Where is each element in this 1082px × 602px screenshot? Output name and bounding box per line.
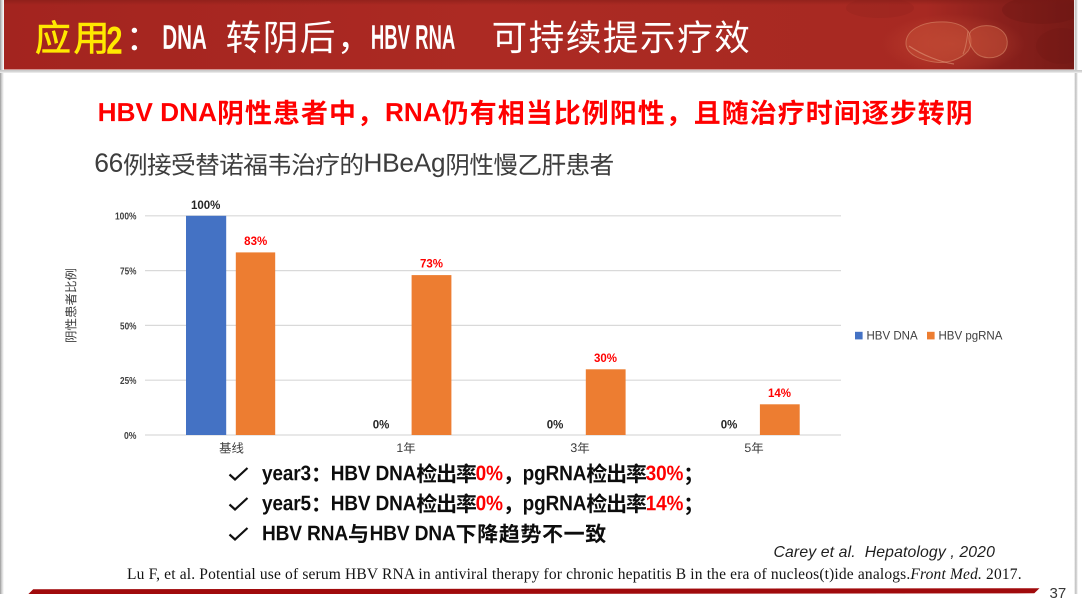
svg-text:30%: 30%	[594, 353, 617, 365]
svg-text:73%: 73%	[420, 259, 443, 271]
svg-text:HBV DNA: HBV DNA	[867, 331, 918, 343]
svg-text:0%: 0%	[373, 420, 390, 432]
svg-text:0%: 0%	[721, 420, 738, 432]
svg-text:25%: 25%	[120, 375, 137, 387]
svg-text:14%: 14%	[768, 388, 791, 400]
svg-text:100%: 100%	[191, 200, 220, 212]
svg-text:50%: 50%	[120, 320, 137, 332]
svg-text:HBV pgRNA: HBV pgRNA	[939, 331, 1003, 343]
svg-text:0%: 0%	[124, 430, 137, 442]
svg-text:75%: 75%	[120, 266, 137, 278]
svg-text:83%: 83%	[244, 236, 267, 248]
svg-text:0%: 0%	[547, 420, 564, 432]
svg-text:100%: 100%	[115, 211, 137, 223]
